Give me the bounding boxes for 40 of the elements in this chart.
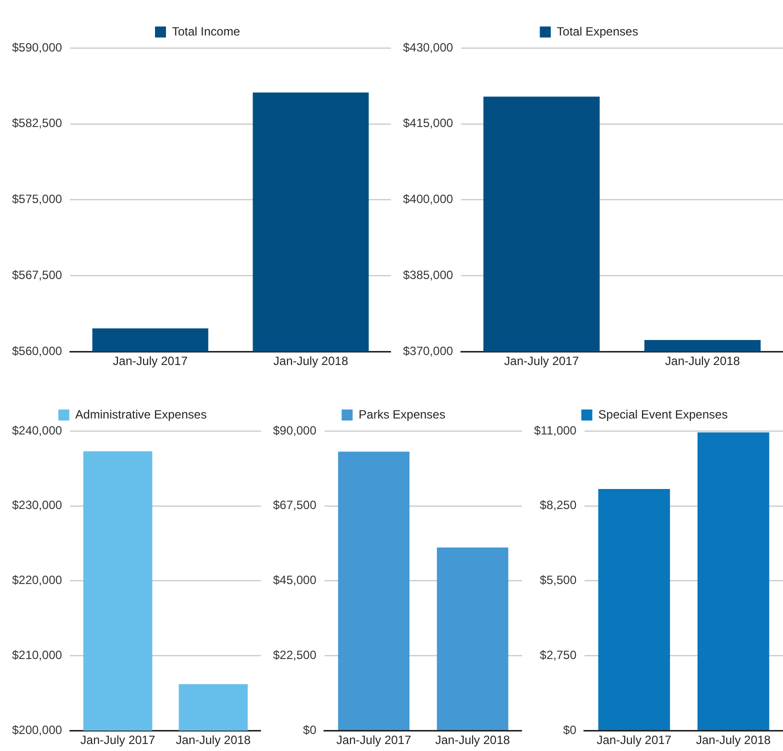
x-tick-label: Jan-July 2017 [336, 733, 412, 748]
y-tick-label: $5,500 [540, 573, 577, 588]
y-tick-label: $415,000 [402, 116, 454, 130]
y-tick-label: $575,000 [12, 192, 62, 206]
x-tick-label: Jan-July 2018 [273, 354, 348, 368]
x-tick-label: Jan-July 2017 [596, 733, 672, 748]
y-tick-label: $370,000 [402, 344, 454, 358]
y-tick-label: $0 [303, 722, 317, 737]
legend-label: Special Event Expenses [598, 407, 728, 422]
legend-label: Total Income [172, 24, 240, 38]
x-tick-label: Jan-July 2017 [112, 354, 188, 368]
x-tick-label: Jan-July 2018 [665, 354, 740, 368]
y-tick-label: $240,000 [12, 423, 62, 438]
legend-label: Total Expenses [556, 24, 638, 38]
y-tick-label: $2,750 [540, 648, 577, 662]
x-tick-label: Jan-July 2018 [176, 733, 251, 748]
y-tick-label: $200,000 [12, 722, 62, 737]
y-tick-label: $0 [563, 722, 577, 737]
x-tick-label: Jan-July 2017 [80, 733, 156, 748]
y-tick-label: $400,000 [402, 192, 454, 206]
y-tick-label: $90,000 [272, 423, 317, 438]
y-tick-label: $230,000 [12, 498, 62, 512]
y-tick-label: $430,000 [402, 40, 454, 54]
x-tick-label: Jan-July 2018 [435, 733, 510, 748]
y-tick-label: $560,000 [12, 344, 62, 358]
y-tick-label: $8,250 [540, 498, 577, 512]
y-tick-label: $220,000 [12, 573, 62, 588]
legend-label: Parks Expenses [358, 407, 446, 422]
y-tick-label: $590,000 [12, 40, 62, 54]
y-tick-label: $385,000 [402, 268, 454, 282]
y-tick-label: $582,500 [12, 116, 62, 130]
y-tick-label: $567,500 [12, 268, 62, 282]
y-tick-label: $210,000 [12, 648, 62, 662]
y-tick-label: $67,500 [272, 498, 317, 512]
legend-label: Administrative Expenses [75, 407, 207, 422]
y-tick-label: $45,000 [272, 573, 317, 588]
x-tick-label: Jan-July 2017 [504, 354, 580, 368]
y-tick-label: $22,500 [272, 648, 317, 662]
y-tick-label: $11,000 [534, 423, 577, 438]
x-tick-label: Jan-July 2018 [696, 733, 772, 748]
